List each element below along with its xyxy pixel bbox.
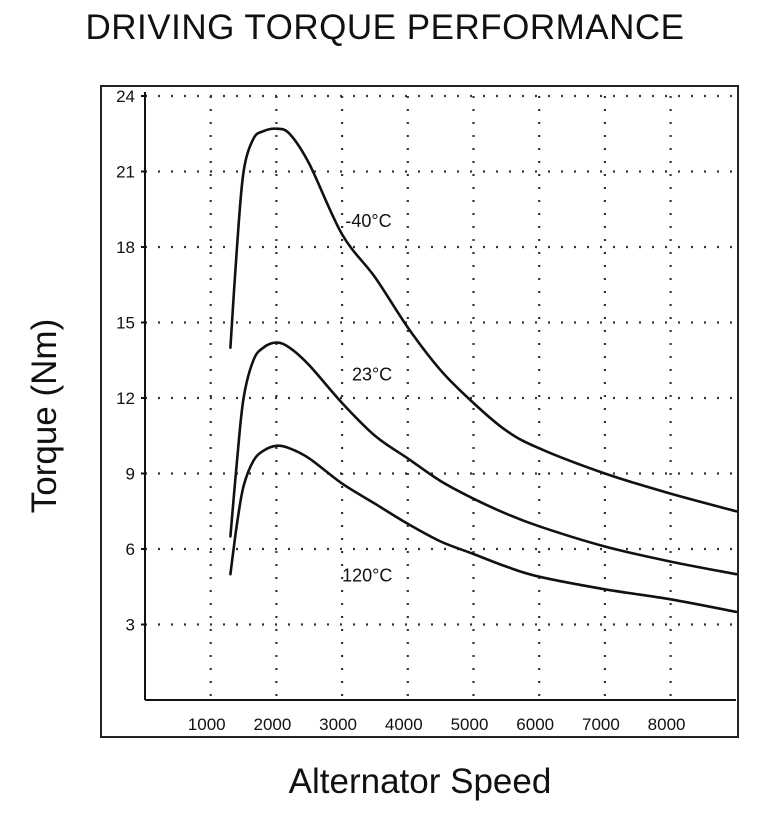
x-tick-label: 5000	[451, 715, 489, 734]
y-tick-label: 3	[126, 616, 135, 635]
series-labels: -40°C 23°C 120°C	[342, 211, 392, 586]
series-line-minus-40c	[229, 127, 738, 513]
x-tick-label: 2000	[253, 715, 291, 734]
x-axis-label: Alternator Speed	[288, 762, 552, 801]
y-tick-label: 15	[116, 314, 135, 333]
series-lines	[229, 127, 738, 614]
x-tick-label: 6000	[516, 715, 554, 734]
x-tick-label: 7000	[582, 715, 620, 734]
series-line-23c	[229, 341, 738, 576]
chart-title: DRIVING TORQUE PERFORMANCE	[85, 8, 685, 47]
series-label-minus-40c: -40°C	[345, 211, 391, 231]
x-tick-label: 4000	[385, 715, 423, 734]
y-tick-label: 24	[116, 87, 135, 106]
y-tick-label: 6	[126, 540, 135, 559]
y-tick-label: 18	[116, 238, 135, 257]
series-line-120c	[229, 444, 738, 614]
y-tick-label: 21	[116, 163, 135, 182]
plot-frame	[100, 85, 739, 738]
x-tick-label: 1000	[188, 715, 226, 734]
y-tick-label: 12	[116, 389, 135, 408]
y-tick-label: 9	[126, 465, 135, 484]
x-tick-label: 3000	[319, 715, 357, 734]
tick-labels: 3 6 9 12 15 18 21 24 1000 2000 3000 4000 5000 6000 700…	[116, 87, 685, 734]
x-tick-label: 8000	[648, 715, 686, 734]
series-label-23c: 23°C	[352, 364, 392, 384]
axes	[144, 92, 736, 701]
series-label-120c: 120°C	[342, 566, 392, 586]
grid	[145, 94, 736, 700]
